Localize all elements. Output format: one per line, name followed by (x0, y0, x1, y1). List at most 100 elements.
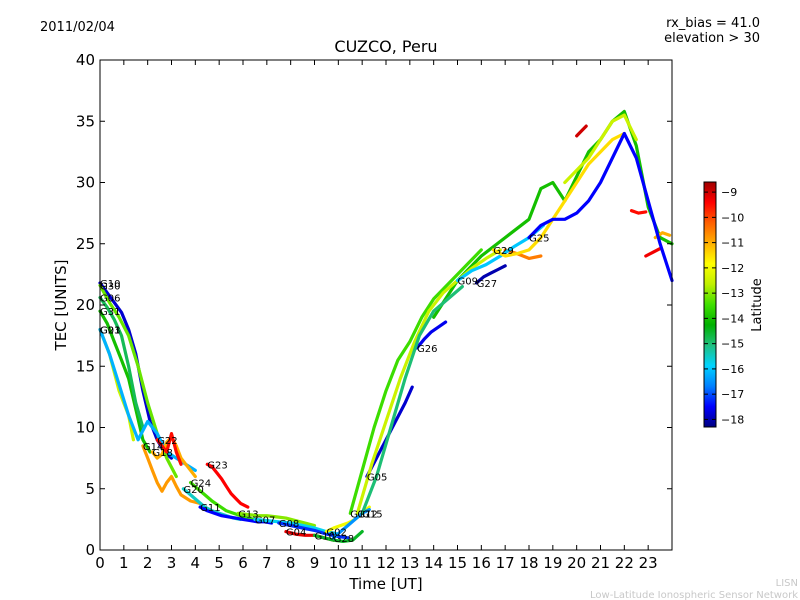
series-label-g12-23: G12 (357, 509, 377, 520)
series-label-g17-22: G17 (350, 509, 370, 520)
extra-trace-0 (432, 109, 674, 319)
colorbar-tick-label-5: −13 (721, 287, 744, 300)
colorbar-tick-label-6: −12 (721, 262, 744, 275)
x-tick-label-17: 17 (496, 554, 515, 572)
extra-trace-4 (644, 247, 662, 258)
x-tick-label-9: 9 (310, 554, 320, 572)
series-label-g11-12: G11 (200, 503, 220, 514)
colorbar-tick-label-4: −14 (721, 312, 744, 325)
series-label-g23-9: G23 (207, 460, 227, 471)
extra-trace-2 (575, 124, 588, 138)
rx-bias-label: rx_bias = 41.0 (666, 16, 760, 31)
x-tick-label-7: 7 (262, 554, 272, 572)
series-line-g17-22 (348, 248, 483, 515)
y-tick-label-2: 10 (76, 419, 95, 437)
series-line-g06-3 (98, 296, 145, 430)
x-tick-label-16: 16 (472, 554, 491, 572)
y-tick-label-5: 25 (76, 235, 95, 253)
colorbar-tick-label-1: −17 (721, 388, 744, 401)
colorbar-gradient (703, 181, 717, 428)
series-line-g11-12 (198, 505, 274, 525)
x-tick-label-23: 23 (639, 554, 658, 572)
x-tick-label-2: 2 (143, 554, 153, 572)
series-label-g29-27: G29 (493, 246, 513, 257)
chart-title: CUZCO, Peru (334, 37, 437, 56)
x-tick-label-12: 12 (376, 554, 395, 572)
x-tick-label-4: 4 (191, 554, 201, 572)
x-axis: 0 1 2 3 4 5 6 7 8 9 10 11 12 13 14 15 16 17 18 19 20 21 22 23 (95, 60, 658, 572)
series-label-g03-5: G03 (100, 326, 120, 337)
extra-trace-1 (563, 113, 638, 185)
date-label: 2011/02/04 (40, 20, 115, 35)
x-axis-label: Time [UT] (348, 575, 422, 593)
colorbar: −18 −17 −16 −15 −14 −13 −12 −11 −10 −9 Latitude (703, 181, 765, 428)
x-tick-label-18: 18 (519, 554, 538, 572)
x-tick-label-20: 20 (567, 554, 586, 572)
x-tick-label-15: 15 (448, 554, 467, 572)
y-tick-label-0: 0 (85, 541, 95, 559)
series-label-g05-20: G05 (367, 473, 387, 484)
series-line-g12-23 (355, 248, 502, 515)
x-tick-label-21: 21 (591, 554, 610, 572)
footer-lisn: LISN (776, 578, 798, 589)
series-label-g06-3: G06 (100, 294, 120, 305)
x-tick-label-3: 3 (167, 554, 177, 572)
x-tick-label-6: 6 (238, 554, 248, 572)
x-tick-label-14: 14 (424, 554, 443, 572)
series-label-g07-14: G07 (255, 515, 275, 526)
series-label-g28-19: G28 (334, 534, 354, 545)
y-tick-label-3: 15 (76, 357, 95, 375)
colorbar-tick-label-3: −15 (721, 338, 744, 351)
y-axis: 0 5 10 15 20 25 30 35 40 (76, 51, 672, 559)
series-label-g13-13: G13 (238, 509, 258, 520)
series-label-g08-15: G08 (279, 519, 299, 530)
series-label-g10-17: G10 (315, 531, 335, 542)
x-tick-label-5: 5 (214, 554, 224, 572)
series-label-g02-18: G02 (326, 528, 346, 539)
series-line-g15-24 (360, 285, 464, 515)
series-line-g27-25 (475, 264, 507, 285)
colorbar-tick-label-9: −9 (721, 186, 737, 199)
series-line-g26-21 (415, 320, 448, 350)
series-label-g21-4: G21 (100, 326, 120, 337)
series-label-g30-1: G30 (100, 281, 120, 292)
x-tick-label-10: 10 (329, 554, 348, 572)
series-label-g18-6: G18 (152, 448, 172, 459)
series-line-g10-17 (312, 529, 364, 544)
series-label-g20-10: G20 (183, 485, 203, 496)
series-label-g04-16: G04 (286, 528, 306, 539)
series-label-g15-24: G15 (362, 509, 382, 520)
x-tick-label-0: 0 (95, 554, 105, 572)
x-tick-label-19: 19 (543, 554, 562, 572)
series-label-g31-2: G31 (100, 307, 120, 318)
series-line-g25-28 (527, 131, 674, 283)
x-tick-label-13: 13 (400, 554, 419, 572)
elevation-label: elevation > 30 (664, 31, 760, 46)
series-label-g09-26: G09 (458, 277, 478, 288)
extra-trace-6 (503, 248, 543, 260)
colorbar-tick-label-0: −18 (721, 413, 744, 426)
series-label-g26-21: G26 (417, 344, 437, 355)
series-label-g25-28: G25 (529, 234, 549, 245)
y-tick-label-7: 35 (76, 112, 95, 130)
series-line-g08-15 (277, 521, 350, 540)
colorbar-tick-label-8: −10 (721, 211, 744, 224)
y-tick-label-6: 30 (76, 174, 95, 192)
series-label-g14-8: G14 (143, 442, 163, 453)
extra-trace-3 (629, 209, 648, 215)
series-line-g14-8 (141, 444, 202, 505)
series-line-g23-9 (205, 462, 250, 509)
series-label-g27-25: G27 (477, 279, 497, 290)
y-tick-label-4: 20 (76, 296, 95, 314)
plot-area: G10G30G31G06G21G03G18G22G14G23G20G24G11G… (98, 109, 674, 545)
colorbar-ticks: −18 −17 −16 −15 −14 −13 −12 −11 −10 −9 (704, 186, 744, 426)
colorbar-tick-label-2: −16 (721, 363, 744, 376)
x-tick-label-8: 8 (286, 554, 296, 572)
y-axis-label: TEC [UNITS] (52, 260, 70, 352)
x-tick-label-22: 22 (615, 554, 634, 572)
series-line-g22-7 (155, 432, 183, 466)
colorbar-label: Latitude (750, 278, 765, 332)
series-label-g22-7: G22 (157, 436, 177, 447)
x-tick-label-11: 11 (353, 554, 372, 572)
series-line-g24-11 (189, 481, 257, 522)
